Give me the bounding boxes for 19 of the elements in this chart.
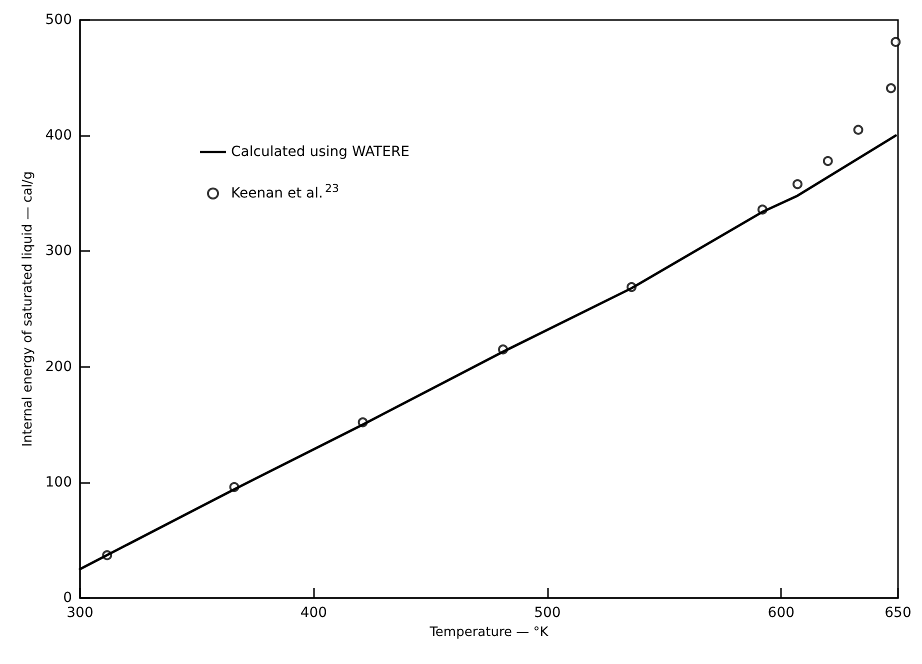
x-tick-label: 400: [300, 605, 328, 621]
y-axis-title: Internal energy of saturated liquid — cal/g: [20, 171, 36, 447]
point: [886, 83, 896, 94]
y-tick-label: 500: [45, 12, 72, 28]
y-tick-label: 400: [45, 128, 72, 144]
x-tick-label: 650: [884, 605, 912, 621]
x-tick-label: 600: [768, 605, 795, 621]
x-tick-label: 300: [66, 605, 94, 621]
legend-label: Calculated using WATERE: [231, 144, 410, 160]
x-tick-label: 500: [534, 605, 561, 621]
y-tick-label: 300: [45, 243, 72, 260]
point: [822, 156, 833, 166]
point: [792, 179, 803, 190]
x-axis-title: Temperature — °K: [428, 625, 549, 640]
point: [853, 124, 864, 135]
y-tick-label: 200: [45, 358, 72, 375]
point: [890, 36, 901, 47]
y-tick-label: 100: [45, 474, 72, 490]
y-tick-label: 0: [63, 590, 72, 606]
